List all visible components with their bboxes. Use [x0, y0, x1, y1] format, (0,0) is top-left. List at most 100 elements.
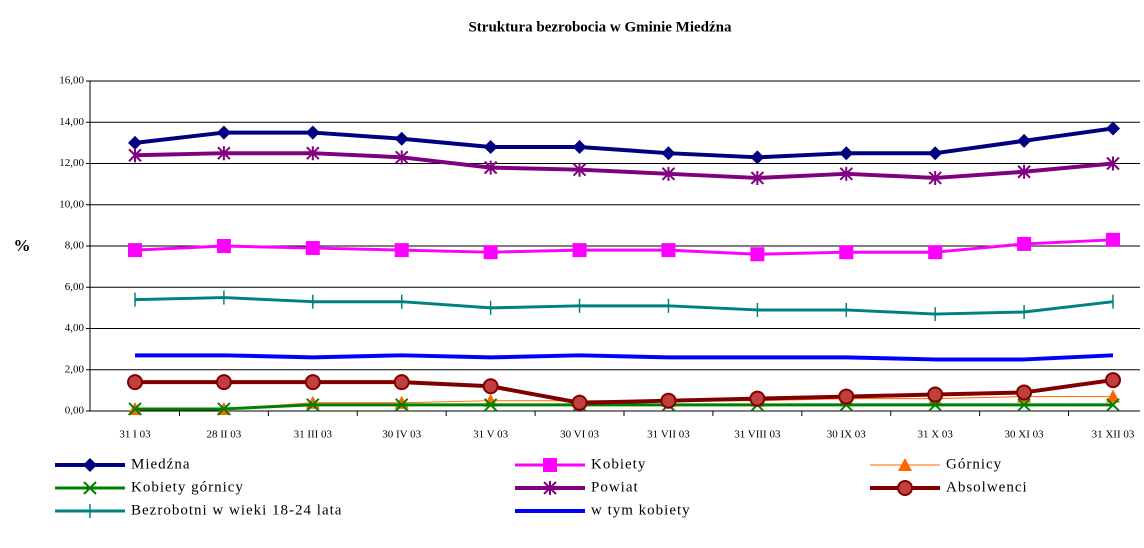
data-point — [928, 245, 943, 260]
x-tick-label: 30 IV 03 — [382, 429, 421, 441]
data-point — [571, 394, 588, 411]
data-point — [217, 402, 231, 416]
data-point — [838, 388, 855, 405]
series-line — [135, 353, 1114, 362]
data-point — [216, 125, 231, 140]
data-point — [572, 140, 587, 154]
data-point — [750, 170, 765, 185]
data-point — [572, 162, 587, 177]
legend-marker — [898, 458, 912, 471]
y-axis-label: % — [14, 236, 31, 255]
x-tick-label: 28 II 03 — [206, 429, 241, 441]
legend-label: Bezrobotni w wieki 18-24 lata — [131, 502, 342, 518]
x-tick-label: 31 I 03 — [119, 429, 151, 441]
data-point — [1017, 236, 1032, 251]
data-point — [839, 166, 853, 181]
data-point — [127, 374, 143, 391]
series-line — [134, 126, 1114, 160]
data-point — [482, 378, 499, 395]
legend-label: Kobiety — [591, 456, 646, 472]
y-tick-label: 0,00 — [65, 405, 85, 417]
data-point — [661, 243, 676, 258]
legend-marker — [543, 458, 557, 472]
data-point — [1106, 389, 1120, 403]
data-point — [839, 146, 854, 161]
data-point — [1017, 133, 1032, 148]
data-point — [927, 386, 944, 403]
data-point — [394, 243, 409, 258]
data-point — [216, 239, 231, 253]
legend-label: Górnicy — [946, 456, 1002, 472]
data-point — [128, 402, 142, 416]
data-point — [394, 131, 409, 146]
x-tick-label: 31 III 03 — [294, 429, 333, 441]
legend-label: w tym kobiety — [591, 502, 691, 518]
data-point — [660, 392, 677, 409]
y-tick-label: 10,00 — [59, 198, 84, 210]
legend-label: Kobiety górnicy — [131, 479, 244, 495]
data-point — [483, 140, 498, 154]
chart-title: Struktura bezrobocia w Gminie Miedźna — [468, 19, 732, 35]
data-point — [1106, 232, 1120, 247]
data-point — [1106, 156, 1120, 171]
data-point — [750, 150, 765, 165]
data-point — [128, 148, 142, 163]
data-point — [1106, 121, 1120, 136]
data-point — [928, 170, 942, 185]
data-point — [306, 398, 320, 412]
legend-label: Absolwenci — [946, 479, 1028, 495]
x-tick-label: 31 XII 03 — [1092, 429, 1135, 441]
data-point — [304, 374, 321, 391]
data-point — [661, 146, 676, 161]
x-tick-label: 31 VIII 03 — [734, 429, 781, 441]
data-point — [1106, 398, 1120, 412]
data-point — [306, 146, 320, 161]
data-point — [661, 166, 676, 181]
legend-marker — [83, 458, 97, 472]
legend-label: Powiat — [591, 479, 639, 495]
legend-label: Miedźna — [131, 456, 190, 472]
y-tick-label: 6,00 — [65, 281, 85, 293]
x-tick-label: 31 VII 03 — [647, 429, 690, 441]
series-line — [134, 296, 1114, 316]
data-point — [1017, 398, 1031, 412]
data-point — [395, 150, 409, 165]
y-tick-label: 16,00 — [59, 75, 84, 87]
data-point — [1016, 384, 1033, 401]
y-tick-label: 14,00 — [59, 116, 84, 128]
x-tick-label: 30 VI 03 — [560, 429, 599, 441]
legend-marker — [543, 481, 557, 495]
data-point — [483, 160, 498, 175]
x-tick-label: 31 X 03 — [917, 429, 953, 441]
data-point — [483, 245, 498, 260]
x-tick-label: 30 IX 03 — [827, 429, 867, 441]
legend-marker — [83, 481, 97, 495]
data-point — [839, 245, 854, 260]
data-point — [483, 398, 498, 412]
data-point — [217, 146, 231, 161]
data-point — [128, 243, 142, 258]
data-point — [1017, 164, 1031, 179]
data-point — [750, 247, 765, 262]
data-point — [393, 374, 410, 391]
legend-marker — [897, 480, 913, 496]
series-line — [134, 238, 1114, 256]
data-point — [1105, 372, 1121, 389]
data-point — [749, 390, 766, 407]
y-tick-label: 4,00 — [65, 322, 85, 334]
series-line — [135, 378, 1114, 405]
data-point — [395, 398, 409, 412]
x-tick-label: 30 XI 03 — [1005, 429, 1045, 441]
y-tick-label: 8,00 — [65, 240, 85, 252]
data-point — [305, 125, 320, 140]
data-point — [215, 374, 232, 391]
series-line — [134, 151, 1114, 180]
data-point — [572, 243, 587, 258]
data-point — [128, 135, 142, 150]
data-point — [305, 241, 320, 256]
series-line — [135, 403, 1113, 411]
data-point — [928, 146, 943, 161]
y-tick-label: 2,00 — [65, 363, 85, 375]
x-tick-label: 31 V 03 — [473, 429, 509, 441]
